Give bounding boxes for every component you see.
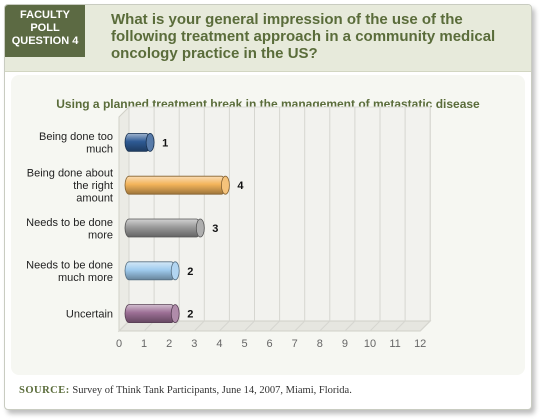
source-text: Survey of Think Tank Participants, June … [72,385,352,396]
poll-card: FACULTY POLL QUESTION 4 What is your gen… [4,4,532,410]
x-tick-label: 3 [191,338,197,350]
x-tick-label: 2 [166,338,172,350]
x-tick-label: 4 [216,338,222,350]
gridline-floor [244,320,255,332]
x-tick-label: 9 [342,338,348,350]
gridline-floor [319,320,331,332]
bar-end-cap [170,304,180,324]
badge-line: FACULTY [20,9,70,21]
gridline-floor [419,320,431,332]
x-tick-label: 6 [267,338,273,350]
badge-line: POLL [30,22,60,34]
bar [124,175,226,195]
gridline-floor [118,320,130,332]
category-label: the right [73,180,113,192]
category-label: Needs to be done [26,260,113,272]
source-key: SOURCE: [19,385,70,396]
category-label: Needs to be done [26,217,113,229]
data-label: 4 [237,180,244,192]
gridline-floor [168,320,180,332]
faculty-poll-badge: FACULTY POLL QUESTION 4 [5,5,85,57]
bar-end-cap [170,261,180,281]
category-label: Being done too [39,131,113,143]
category-label: Being done about [27,168,113,180]
badge-line: QUESTION 4 [11,35,79,47]
x-tick-label: 0 [116,338,122,350]
data-label: 2 [187,266,193,278]
category-label: much more [58,272,113,284]
x-tick-label: 5 [241,338,247,350]
x-tick-label: 12 [414,338,426,350]
bar-end-cap [220,175,230,195]
bar [124,218,201,238]
category-label: much [86,144,113,156]
x-tick-label: 8 [317,338,323,350]
bar [124,261,176,281]
gridline-floor [369,320,381,332]
gridline-floor [219,320,230,332]
gridline-floor [269,320,280,332]
data-label: 2 [187,309,193,321]
gridline-floor [294,320,306,332]
category-label: Uncertain [66,309,113,321]
x-tick-label: 1 [141,338,147,350]
gridline-floor [344,320,356,332]
question-text: What is your general impression of the u… [111,11,496,62]
gridline-floor [193,320,205,332]
data-label: 1 [162,137,168,149]
data-label: 3 [212,223,218,235]
category-label: more [88,229,113,241]
bar [124,304,176,324]
x-tick-label: 11 [389,338,400,350]
category-label: amount [76,193,113,205]
bar-end-cap [195,218,205,238]
x-tick-label: 10 [364,338,376,350]
gridline-floor [394,320,406,332]
bar-end-cap [145,132,155,152]
source-note: SOURCE: Survey of Think Tank Participant… [19,385,352,396]
x-tick-label: 7 [292,338,298,350]
header-bar [5,5,531,72]
